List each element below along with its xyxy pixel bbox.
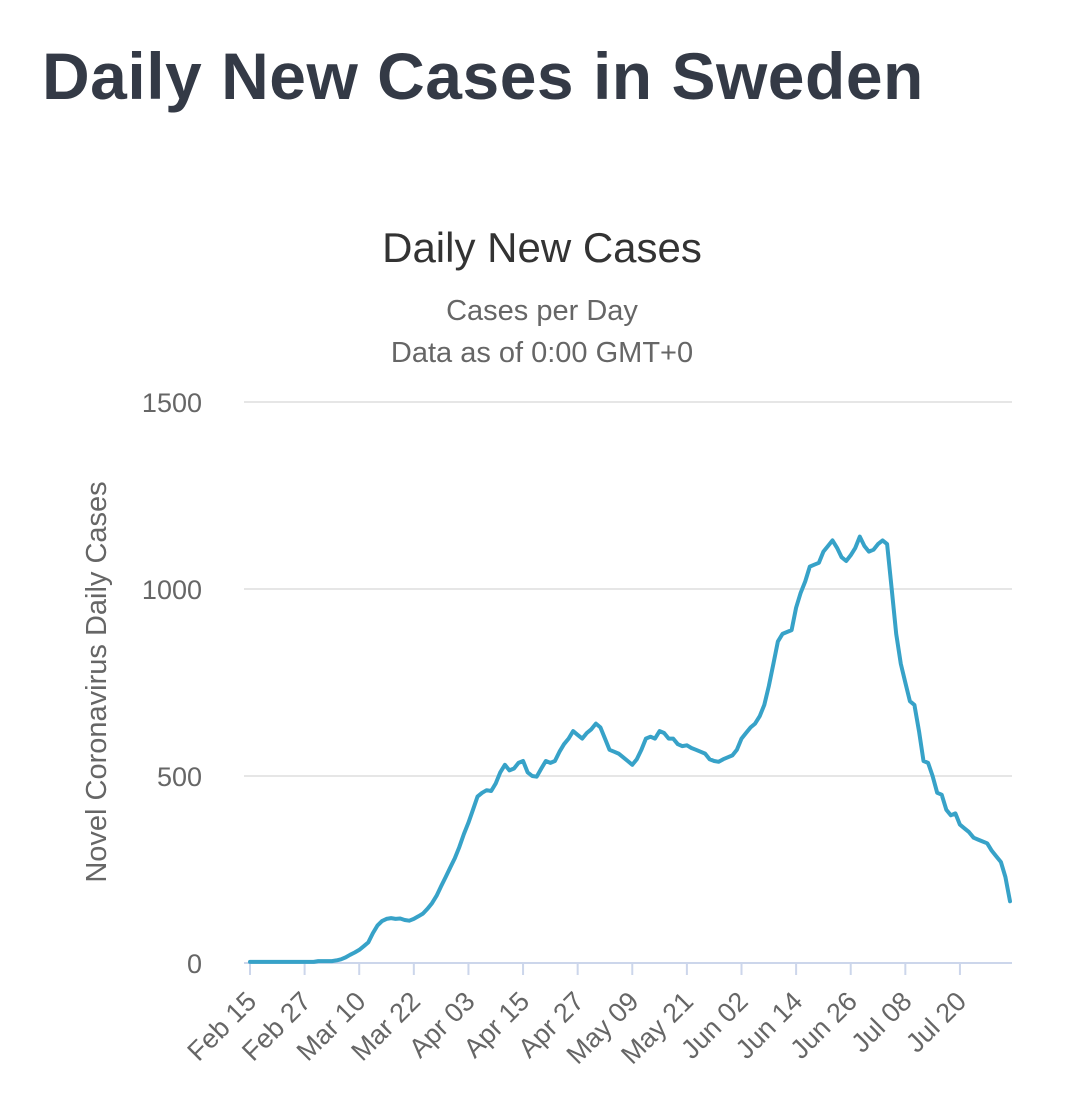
series-line-daily-cases (248, 534, 1012, 964)
series-layer (248, 534, 1012, 964)
chart-subtitle-line-2: Data as of 0:00 GMT+0 (391, 337, 693, 369)
chart-title: Daily New Cases (382, 224, 702, 271)
page-title: Daily New Cases in Sweden (42, 39, 924, 113)
x-tick-label: Jul 08 (845, 986, 917, 1058)
y-tick-label: 1000 (142, 575, 202, 605)
x-tick-label: Jul 20 (900, 986, 972, 1058)
y-tick-label: 0 (187, 949, 202, 979)
y-axis-ticks: 0 500 1000 1500 (142, 388, 202, 979)
y-axis-label: Novel Coronavirus Daily Cases (81, 481, 113, 882)
chart-subtitle-line-1: Cases per Day (446, 295, 638, 327)
y-tick-label: 1500 (142, 388, 202, 418)
gridlines (244, 401, 1012, 964)
y-tick-label: 500 (157, 762, 202, 792)
